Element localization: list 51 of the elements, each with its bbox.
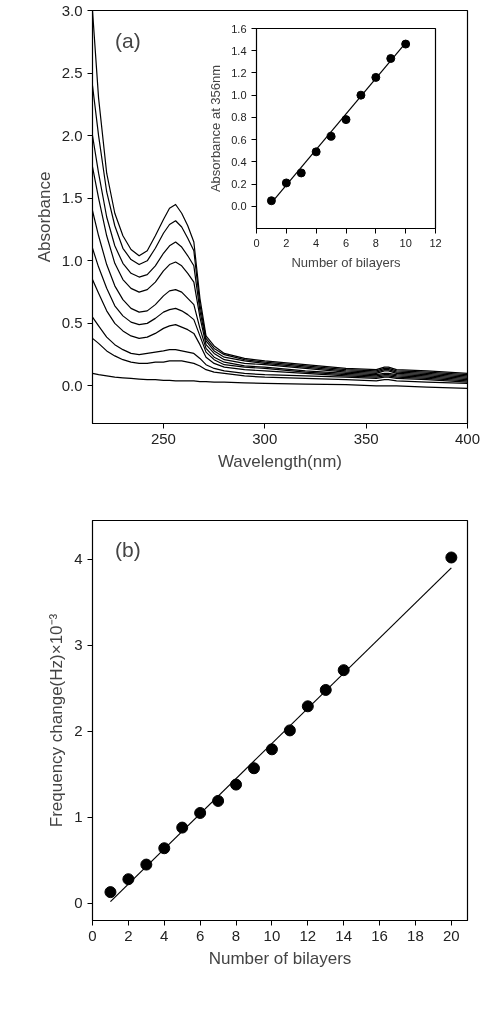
x-tick-label: 400	[454, 429, 481, 447]
x-tick-label: 0	[253, 236, 260, 249]
y-tick-label: 0.0	[61, 376, 83, 394]
x-tick-label: 10	[399, 236, 412, 249]
x-tick-label: 250	[150, 429, 176, 447]
y-axis-title: Frequency change(Hz)×10⁻³	[47, 613, 67, 828]
y-tick-label: 2.0	[61, 126, 83, 144]
x-tick-label: 16	[371, 926, 388, 944]
x-tick-label: 12	[299, 926, 317, 944]
y-tick-label: 0.0	[231, 200, 247, 213]
x-tick-label: 6	[195, 926, 205, 944]
y-tick-label: 1.6	[231, 22, 247, 35]
y-tick-label: 0.2	[231, 178, 247, 191]
x-tick-label: 2	[124, 926, 133, 944]
y-tick-label: 3	[74, 636, 83, 654]
x-tick-label: 350	[353, 429, 379, 447]
x-tick-label: 10	[263, 926, 281, 944]
y-tick-label: 1.2	[231, 66, 247, 79]
y-tick-label: 0.4	[231, 155, 247, 168]
x-tick-label: 2	[283, 236, 290, 249]
x-tick-label: 0	[88, 926, 97, 944]
x-tick-label: 6	[342, 236, 350, 249]
x-tick-label: 8	[231, 926, 241, 944]
y-tick-label: 0.6	[231, 133, 247, 146]
x-tick-label: 14	[335, 926, 353, 944]
y-tick-label: 1.5	[61, 189, 83, 207]
y-tick-label: 1.0	[61, 251, 83, 269]
y-tick-label: 4	[74, 550, 83, 568]
y-tick-label: 2	[74, 722, 83, 740]
x-tick-label: 300	[252, 429, 278, 447]
annotation: (a)	[115, 28, 141, 52]
y-tick-label: 1.4	[231, 44, 247, 57]
annotation: (b)	[115, 537, 141, 561]
x-tick-label: 8	[372, 236, 379, 249]
x-tick-label: 4	[313, 236, 320, 249]
y-tick-label: 0.5	[61, 314, 83, 332]
x-tick-label: 12	[429, 236, 442, 249]
y-tick-label: 0	[74, 894, 83, 912]
x-axis-title: Wavelength(nm)	[217, 451, 343, 471]
y-tick-label: 0.8	[231, 111, 247, 124]
x-tick-label: 4	[160, 926, 169, 944]
y-axis-title: Absorbance at 356nm	[208, 64, 224, 193]
y-tick-label: 1	[74, 808, 83, 826]
y-tick-label: 3.0	[61, 1, 83, 19]
x-tick-label: 18	[407, 926, 424, 944]
x-axis-title: Number of bilayers	[208, 948, 352, 968]
y-axis-title: Absorbance	[34, 171, 54, 263]
y-tick-label: 2.5	[61, 64, 83, 82]
y-tick-label: 1.0	[231, 89, 247, 102]
x-tick-label: 20	[443, 926, 460, 944]
x-axis-title: Number of bilayers	[291, 254, 402, 270]
